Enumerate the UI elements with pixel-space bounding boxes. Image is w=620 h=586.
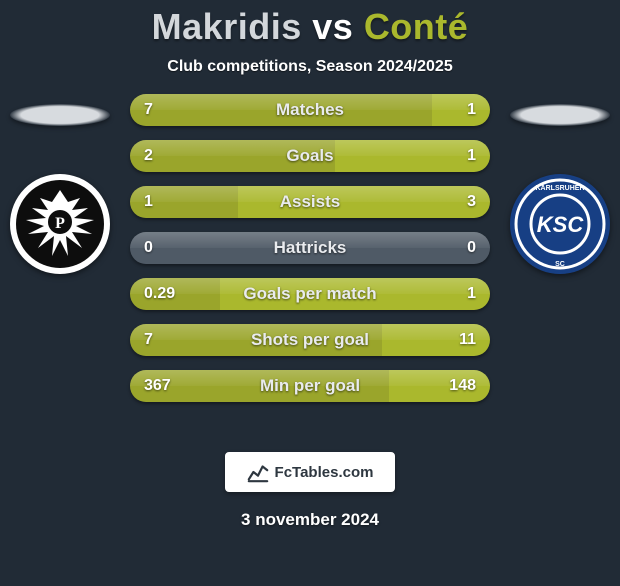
stat-row: Goals per match0.291 (130, 278, 490, 310)
stat-value-right: 1 (467, 278, 476, 310)
stat-value-right: 1 (467, 140, 476, 172)
stat-row: Min per goal367148 (130, 370, 490, 402)
stat-row: Shots per goal711 (130, 324, 490, 356)
stat-value-right: 1 (467, 94, 476, 126)
subheader: Club competitions, Season 2024/2025 (0, 58, 620, 76)
player1-name: Makridis (152, 6, 302, 47)
stat-value-left: 2 (144, 140, 153, 172)
stat-bars: Matches71Goals21Assists13Hattricks00Goal… (130, 94, 490, 416)
stat-right-segment (220, 278, 490, 310)
club-left-logo: P (10, 174, 110, 274)
svg-text:KSC: KSC (537, 212, 585, 237)
source-text: FcTables.com (275, 464, 374, 481)
player2-name: Conté (364, 6, 469, 47)
comparison-stage: P KSC KARLSRUHER SC Matches71Goals21Assi… (0, 94, 620, 434)
ksc-icon: KSC KARLSRUHER SC (510, 174, 610, 274)
svg-text:KARLSRUHER: KARLSRUHER (536, 185, 585, 192)
stat-value-right: 148 (449, 370, 476, 402)
svg-text:P: P (55, 215, 65, 232)
stat-value-left: 367 (144, 370, 171, 402)
fctables-icon (247, 461, 269, 483)
stat-value-left: 1 (144, 186, 153, 218)
stat-right-segment (238, 186, 490, 218)
club-right-logo: KSC KARLSRUHER SC (510, 174, 610, 274)
page-title: Makridis vs Conté (0, 6, 620, 48)
stat-left-segment (130, 232, 310, 264)
stat-value-left: 7 (144, 324, 153, 356)
club-right-shadow (510, 104, 610, 126)
vs-label: vs (312, 6, 353, 47)
preussen-muenster-icon: P (10, 174, 110, 274)
stat-value-left: 0 (144, 232, 153, 264)
stat-left-segment (130, 140, 335, 172)
stat-row: Matches71 (130, 94, 490, 126)
source-badge: FcTables.com (225, 452, 395, 492)
stat-value-right: 0 (467, 232, 476, 264)
stat-value-right: 3 (467, 186, 476, 218)
stat-row: Assists13 (130, 186, 490, 218)
stat-value-left: 7 (144, 94, 153, 126)
stat-row: Goals21 (130, 140, 490, 172)
svg-text:SC: SC (555, 261, 565, 268)
stat-right-segment (310, 232, 490, 264)
footer-date: 3 november 2024 (0, 510, 620, 530)
stat-row: Hattricks00 (130, 232, 490, 264)
stat-value-right: 11 (459, 324, 476, 356)
stat-left-segment (130, 324, 382, 356)
stat-left-segment (130, 94, 432, 126)
stat-value-left: 0.29 (144, 278, 175, 310)
stat-right-segment (432, 94, 490, 126)
club-left-shadow (10, 104, 110, 126)
